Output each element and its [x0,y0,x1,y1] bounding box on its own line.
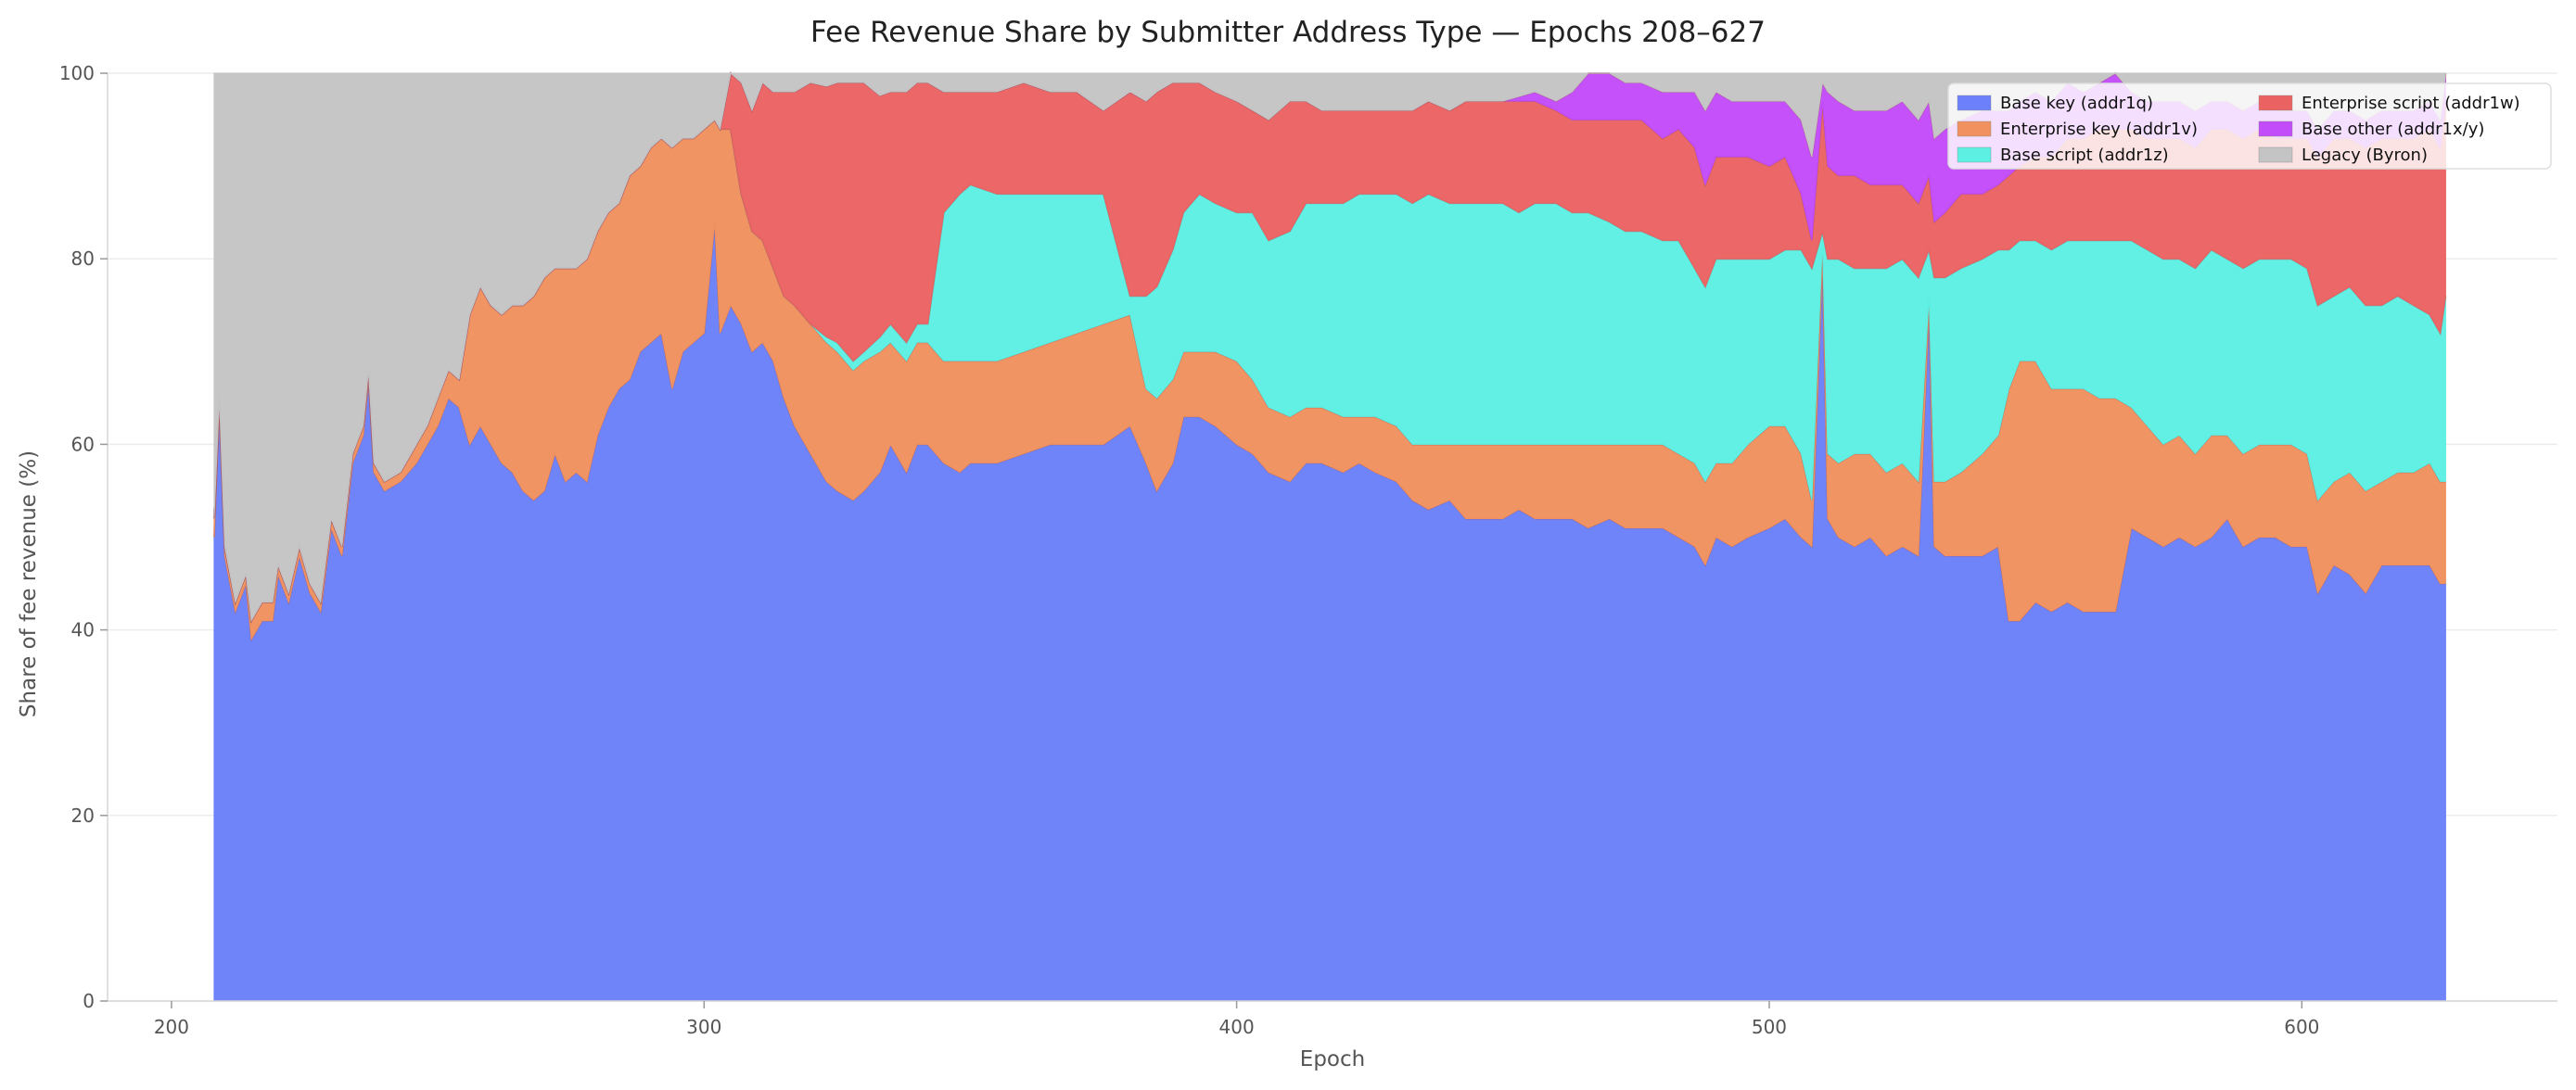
legend-swatch-3 [2258,95,2293,111]
area-series [212,71,2447,1002]
x-tick-label-500: 500 [1752,1016,1787,1038]
axes [107,73,2557,1002]
legend-swatch-0 [1957,95,1992,111]
y-tick-label-0: 0 [83,990,95,1012]
legend-label-5: Legacy (Byron) [2302,146,2428,165]
legend-label-2: Base script (addr1z) [2000,146,2169,165]
legend-label-4: Base other (addr1x/y) [2302,120,2484,139]
y-tick-label-80: 80 [71,247,95,270]
legend-swatch-2 [1957,146,1992,163]
x-tick-label-300: 300 [686,1016,721,1038]
y-tick-label-40: 40 [71,619,95,641]
legend-swatch-4 [2258,120,2293,137]
y-tick-label-100: 100 [59,62,95,84]
y-axis-label: Share of fee revenue (%) [17,450,41,717]
legend-label-3: Enterprise script (addr1w) [2302,94,2520,113]
legend-label-1: Enterprise key (addr1v) [2000,120,2198,139]
x-tick-label-200: 200 [154,1016,189,1038]
legend-swatch-1 [1957,120,1992,137]
y-tick-label-20: 20 [71,805,95,827]
legend-swatch-5 [2258,146,2293,163]
legend-label-0: Base key (addr1q) [2000,94,2153,113]
y-tick-label-60: 60 [71,433,95,455]
x-tick-label-600: 600 [2284,1016,2319,1038]
x-tick-label-400: 400 [1219,1016,1255,1038]
legend: Base key (addr1q) Enterprise key (addr1v)… [1947,82,2552,170]
chart-title: Fee Revenue Share by Submitter Address T… [810,16,1766,49]
tick-labels: 200 300 400 500 600 0 20 40 60 80 100 [59,62,2320,1038]
legend-box [1947,82,2552,170]
x-axis-label: Epoch [1300,1047,1365,1071]
